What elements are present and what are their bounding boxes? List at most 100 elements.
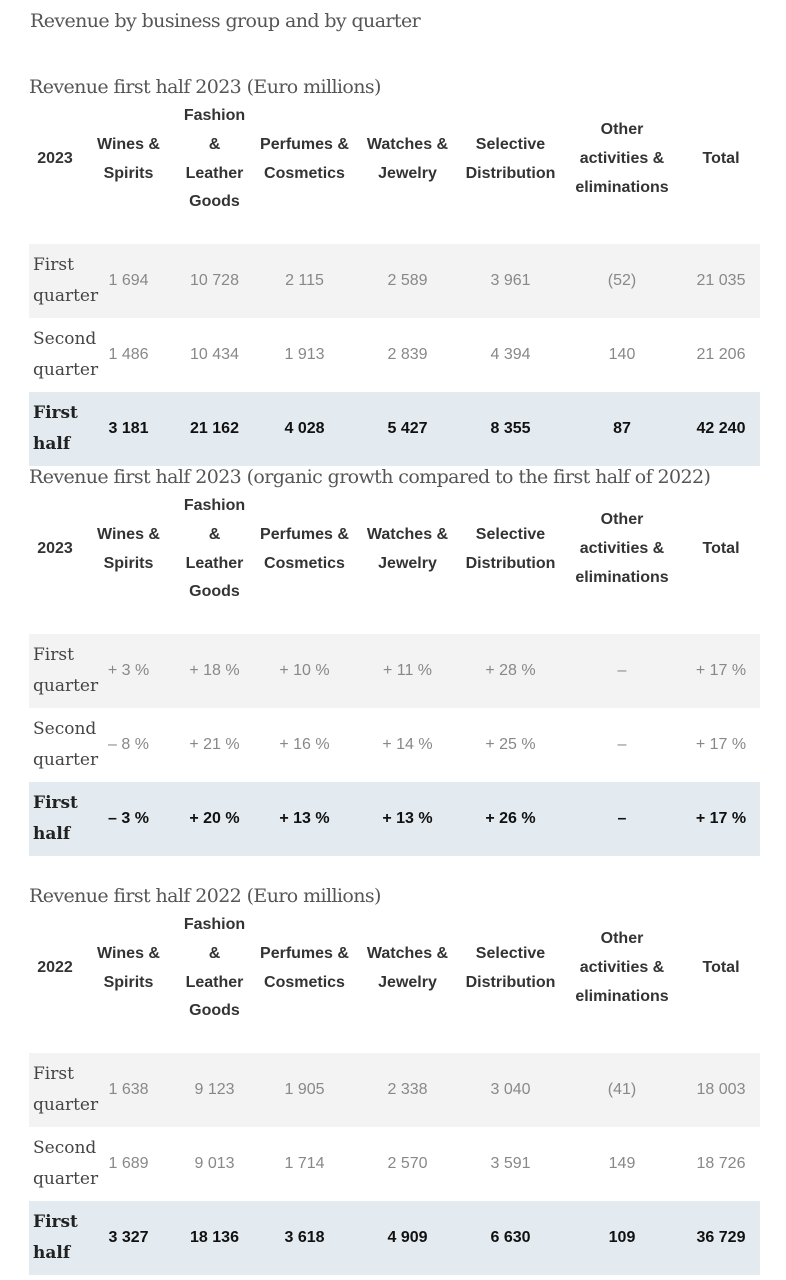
revenue-table-section: Revenue first half 2022 (Euro millions) 2… xyxy=(29,881,760,1276)
column-header: Watches & Jewelry xyxy=(356,102,459,217)
column-header-line: Watches & xyxy=(366,944,449,962)
table-cell: + 21 % xyxy=(176,708,253,783)
column-header: Total xyxy=(682,102,760,217)
table-cell: 109 xyxy=(562,1201,682,1276)
table-cell: 42 240 xyxy=(682,392,760,467)
column-header-line: Fashion & xyxy=(183,916,246,962)
column-header-line: activities & xyxy=(579,959,665,977)
row-label: First quarter xyxy=(29,1053,99,1128)
column-header-line: eliminations xyxy=(575,178,669,196)
column-header-line: Wines & xyxy=(97,135,160,153)
revenue-table: 2022 Wines & Spirits Fashion & Leather Goods P… xyxy=(29,911,760,1276)
column-header: Total xyxy=(682,492,760,607)
column-header-line: Fashion & xyxy=(183,107,246,153)
column-header-line: Selective xyxy=(475,135,546,153)
table-cell: 10 434 xyxy=(176,318,253,393)
row-label-line: quarter xyxy=(33,676,99,697)
table-cell: 2 589 xyxy=(356,244,459,319)
column-header-line: Perfumes & xyxy=(260,944,349,962)
revenue-table-section: Revenue first half 2023 (Euro millions) 2… xyxy=(29,72,760,467)
column-header-line: Other xyxy=(600,511,644,529)
row-label: Second quarter xyxy=(29,318,98,393)
table-cell: 3 591 xyxy=(459,1127,562,1202)
table-cell: 2 115 xyxy=(253,244,356,319)
table-cell: – 8 % xyxy=(81,708,176,783)
row-label: First quarter xyxy=(29,634,99,709)
column-header-line: Total xyxy=(702,959,740,977)
column-header: Selective Distribution xyxy=(459,492,562,607)
column-header-line: Goods xyxy=(189,583,240,601)
column-header-line: Total xyxy=(702,150,740,168)
column-header: Fashion & Leather Goods xyxy=(176,911,253,1026)
revenue-table-section: Revenue first half 2023 (organic growth … xyxy=(29,462,760,857)
page-title: Revenue by business group and by quarter xyxy=(30,10,421,32)
table-row: First quarter 1 638 9 123 1 905 2 338 3 040 (41… xyxy=(29,1053,760,1128)
table-cell: 21 206 xyxy=(682,318,760,393)
table-cell: 9 013 xyxy=(176,1127,253,1202)
column-header-line: Wines & xyxy=(97,525,160,543)
table-cell: 6 630 xyxy=(459,1201,562,1276)
column-header-line: Spirits xyxy=(103,164,154,182)
column-header: Perfumes & Cosmetics xyxy=(253,492,356,607)
column-header-line: eliminations xyxy=(575,987,669,1005)
column-header-line: Selective xyxy=(475,525,546,543)
table-row: Second quarter – 8 % + 21 % + 16 % + 14 % + 25… xyxy=(29,708,760,783)
table-cell: 140 xyxy=(562,318,682,393)
table-cell: 9 123 xyxy=(176,1053,253,1128)
column-header: Perfumes & Cosmetics xyxy=(253,102,356,217)
table-cell: 21 035 xyxy=(682,244,760,319)
table-cell: 4 909 xyxy=(356,1201,459,1276)
column-header-line: eliminations xyxy=(575,568,669,586)
row-label: Second quarter xyxy=(29,708,98,783)
table-cell: 1 694 xyxy=(81,244,176,319)
row-label-line: First xyxy=(33,1212,78,1233)
column-header: Wines & Spirits xyxy=(81,911,176,1026)
column-header: Wines & Spirits xyxy=(81,492,176,607)
table-cell: 5 427 xyxy=(356,392,459,467)
row-label-line: First xyxy=(33,1064,74,1085)
table-cell: 18 003 xyxy=(682,1053,760,1128)
table-cell: (41) xyxy=(562,1053,682,1128)
row-label-line: First xyxy=(33,793,78,814)
row-label-line: First xyxy=(33,645,74,666)
column-header-line: Distribution xyxy=(465,554,556,572)
column-header-line: Jewelry xyxy=(378,164,437,182)
column-header: Watches & Jewelry xyxy=(356,492,459,607)
column-header-line: Leather xyxy=(185,554,244,572)
column-header-line: Goods xyxy=(189,1002,240,1020)
table-cell: 1 714 xyxy=(253,1127,356,1202)
column-header: Fashion & Leather Goods xyxy=(176,492,253,607)
table-cell: 36 729 xyxy=(682,1201,760,1276)
table-cell: 3 327 xyxy=(81,1201,176,1276)
column-header-line: Cosmetics xyxy=(264,973,345,991)
column-header-line: Watches & xyxy=(366,525,449,543)
year-header: 2022 xyxy=(37,959,73,977)
column-header-line: activities & xyxy=(579,150,665,168)
row-label-line: quarter xyxy=(33,1095,99,1116)
row-label-line: quarter xyxy=(33,1169,99,1190)
header-spacer xyxy=(29,1026,760,1054)
table-cell: + 16 % xyxy=(253,708,356,783)
row-label: First half xyxy=(29,782,81,857)
table-cell: + 3 % xyxy=(81,634,176,709)
table-cell: + 25 % xyxy=(459,708,562,783)
column-header-line: Leather xyxy=(185,973,244,991)
table-cell: 2 839 xyxy=(356,318,459,393)
column-header: Other activities & eliminations xyxy=(562,492,682,607)
row-label-line: First xyxy=(33,255,74,276)
table-row: First quarter 1 694 10 728 2 115 2 589 3 961 (5… xyxy=(29,244,760,319)
column-header-line: Distribution xyxy=(465,164,556,182)
column-header-line: Perfumes & xyxy=(260,135,349,153)
section-title: Revenue first half 2023 (organic growth … xyxy=(29,466,711,488)
table-cell: 3 961 xyxy=(459,244,562,319)
table-cell: + 13 % xyxy=(253,782,356,857)
column-header: Selective Distribution xyxy=(459,911,562,1026)
column-header-line: Spirits xyxy=(103,973,154,991)
table-cell: 3 040 xyxy=(459,1053,562,1128)
revenue-table: 2023 Wines & Spirits Fashion & Leather Goods P… xyxy=(29,102,760,467)
table-cell: – xyxy=(562,782,682,857)
table-cell: + 17 % xyxy=(682,708,760,783)
column-header-line: Cosmetics xyxy=(264,554,345,572)
column-header-line: Spirits xyxy=(103,554,154,572)
table-row: First half 3 327 18 136 3 618 4 909 6 630 109 36… xyxy=(29,1201,760,1276)
